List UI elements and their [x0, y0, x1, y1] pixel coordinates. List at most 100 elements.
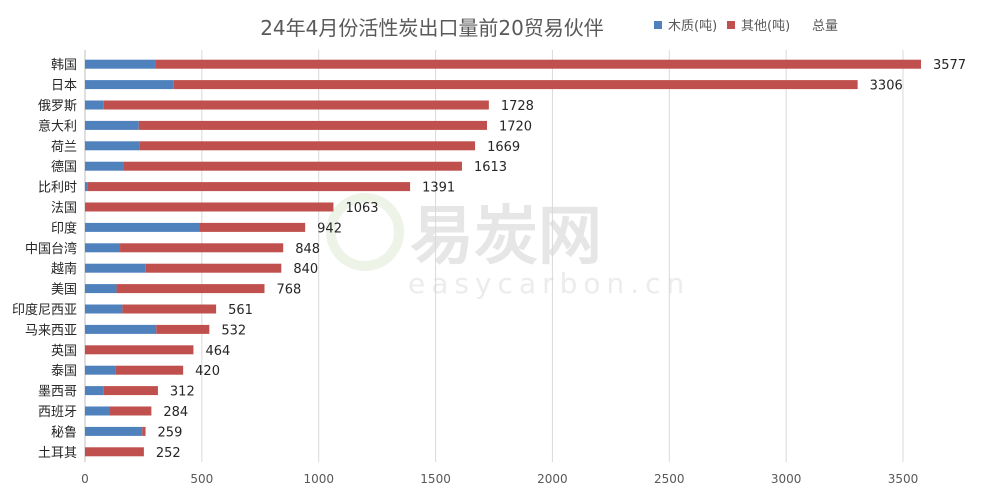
bar-other: [142, 426, 146, 436]
bar-other: [123, 161, 462, 171]
grid: [84, 50, 904, 462]
total-value-label: 3306: [870, 79, 903, 94]
total-value-label: 532: [221, 323, 246, 338]
category-label: 土耳其: [38, 446, 77, 461]
bar-wood: [85, 426, 143, 436]
legend-label: 其他(吨): [741, 19, 790, 34]
category-label: 比利时: [38, 181, 77, 196]
bar-other: [85, 447, 144, 457]
category-label: 中国台湾: [25, 241, 77, 257]
bar-wood: [85, 80, 174, 90]
chart-title: 24年4月份活性炭出口量前20贸易伙伴: [260, 16, 604, 40]
x-tick-label: 500: [190, 472, 213, 486]
bar-wood: [85, 324, 157, 334]
watermark-en: easycarbon.cn: [408, 267, 690, 300]
total-value-label: 1391: [422, 181, 455, 196]
bar-wood: [85, 263, 146, 273]
labels: 0 500 1000 1500 2000 2500 3000 3500 韩国 3577 日本 3306…: [12, 58, 966, 486]
legend-label-total: 总量: [812, 19, 838, 34]
bar-other: [116, 284, 265, 294]
total-value-label: 252: [156, 446, 181, 461]
bar-wood: [85, 141, 140, 151]
watermark-leaf-icon: [326, 193, 404, 271]
bar-other: [109, 406, 152, 416]
watermark-cn: 易炭网: [410, 200, 602, 274]
bar-wood: [85, 386, 104, 396]
bar-other: [156, 324, 210, 334]
category-label: 俄罗斯: [38, 99, 77, 114]
bar-other: [139, 141, 476, 151]
total-value-label: 1728: [501, 99, 534, 114]
total-value-label: 284: [163, 405, 188, 420]
bar-wood: [85, 284, 117, 294]
category-label: 泰国: [51, 364, 77, 379]
bar-other: [199, 222, 306, 232]
bar-other: [120, 243, 284, 253]
bar-wood: [85, 222, 200, 232]
bar-other: [145, 263, 282, 273]
total-value-label: 561: [228, 303, 253, 318]
bar-wood: [85, 304, 123, 314]
category-label: 西班牙: [38, 405, 77, 420]
bar-wood: [85, 120, 139, 130]
x-tick-label: 3500: [888, 472, 919, 486]
bar-other: [155, 59, 921, 69]
bar-other: [103, 386, 158, 396]
bar-wood: [85, 365, 116, 375]
category-label: 马来西亚: [25, 323, 77, 338]
x-tick-label: 1000: [303, 472, 334, 486]
total-value-label: 768: [276, 283, 301, 298]
legend-label: 木质(吨): [668, 19, 717, 34]
x-tick-label: 2000: [537, 472, 568, 486]
total-value-label: 1669: [487, 140, 520, 155]
category-label: 荷兰: [51, 140, 77, 155]
category-label: 越南: [51, 261, 77, 277]
watermark: 易炭网 easycarbon.cn: [326, 193, 690, 300]
x-tick-label: 1500: [420, 472, 451, 486]
total-value-label: 3577: [933, 58, 966, 73]
bar-other: [138, 120, 487, 130]
bar-other: [103, 100, 489, 110]
category-label: 秘鲁: [51, 425, 77, 440]
category-label: 意大利: [38, 118, 77, 134]
bar-other: [87, 182, 411, 192]
category-label: 法国: [51, 201, 77, 216]
category-label: 美国: [51, 283, 77, 298]
x-tick-label: 3000: [771, 472, 802, 486]
legend-swatch-wood: [654, 21, 662, 29]
bar-wood: [85, 406, 110, 416]
x-tick-label: 2500: [654, 472, 685, 486]
category-label: 韩国: [51, 58, 77, 73]
total-value-label: 840: [293, 262, 318, 277]
category-label: 德国: [51, 160, 77, 175]
total-value-label: 942: [317, 221, 342, 236]
x-tick-label: 0: [81, 472, 89, 486]
legend: 木质(吨) 其他(吨) 总量: [654, 19, 838, 34]
bar-wood: [85, 243, 121, 253]
bar-wood: [85, 59, 156, 69]
bar-other: [115, 365, 184, 375]
legend-swatch-other: [727, 21, 735, 29]
total-value-label: 420: [195, 364, 220, 379]
category-label: 墨西哥: [38, 385, 77, 400]
bar-wood: [85, 100, 104, 110]
total-value-label: 848: [295, 242, 320, 257]
total-value-label: 312: [170, 385, 195, 400]
total-value-label: 464: [205, 344, 230, 359]
total-value-label: 1063: [345, 201, 378, 216]
category-label: 日本: [51, 79, 77, 94]
total-value-label: 259: [158, 425, 183, 440]
bars: [85, 59, 921, 457]
total-value-label: 1613: [474, 160, 507, 175]
total-value-label: 1720: [499, 119, 532, 134]
bar-other: [173, 80, 858, 90]
bar-wood: [85, 161, 124, 171]
bar-other: [85, 345, 194, 355]
category-label: 英国: [51, 344, 77, 359]
category-label: 印度: [51, 220, 77, 236]
category-label: 印度尼西亚: [12, 302, 77, 318]
bar-other: [85, 202, 334, 212]
bar-other: [122, 304, 217, 314]
